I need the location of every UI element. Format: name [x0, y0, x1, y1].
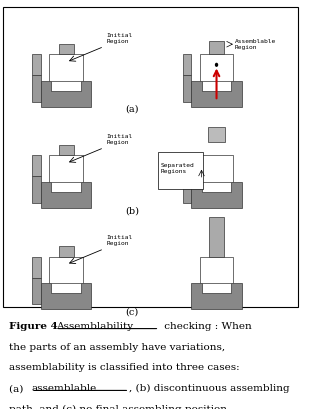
Text: (a): (a): [9, 384, 27, 393]
Polygon shape: [191, 81, 242, 107]
Bar: [59, 246, 74, 257]
Text: (b): (b): [125, 206, 139, 215]
Circle shape: [215, 63, 218, 67]
FancyBboxPatch shape: [158, 152, 203, 189]
Bar: [49, 257, 83, 283]
Text: Initial
Region: Initial Region: [106, 134, 132, 145]
Text: (a): (a): [125, 105, 139, 114]
Text: Assemblable
Region: Assemblable Region: [235, 39, 276, 50]
Polygon shape: [32, 176, 41, 203]
Bar: [3, 7, 298, 307]
Text: Figure 4: Figure 4: [9, 322, 58, 331]
Bar: [209, 217, 224, 257]
Polygon shape: [41, 283, 92, 309]
Bar: [200, 54, 233, 81]
Text: checking : When: checking : When: [161, 322, 252, 331]
Polygon shape: [32, 155, 41, 176]
Text: assemblability is classified into three cases:: assemblability is classified into three …: [9, 364, 240, 373]
Text: assemblable: assemblable: [32, 384, 97, 393]
Polygon shape: [41, 182, 92, 208]
Polygon shape: [32, 278, 41, 304]
Text: Initial
Region: Initial Region: [106, 33, 132, 44]
Polygon shape: [32, 75, 41, 101]
Bar: [49, 155, 83, 182]
Polygon shape: [183, 54, 191, 75]
Polygon shape: [191, 283, 242, 309]
Polygon shape: [183, 75, 191, 101]
Text: path, and (c) no final assembling position.: path, and (c) no final assembling positi…: [9, 405, 230, 409]
Text: the parts of an assembly have variations,: the parts of an assembly have variations…: [9, 343, 225, 352]
Bar: [49, 54, 83, 81]
Polygon shape: [41, 81, 92, 107]
Bar: [200, 155, 233, 182]
Bar: [200, 257, 233, 283]
Text: Initial
Region: Initial Region: [106, 235, 132, 246]
Text: , (b) discontinuous assembling: , (b) discontinuous assembling: [129, 384, 290, 393]
Text: (c): (c): [126, 307, 139, 316]
Bar: [59, 44, 74, 54]
Polygon shape: [183, 155, 191, 176]
Text: Assemblability: Assemblability: [56, 322, 133, 331]
Bar: [209, 41, 224, 54]
Polygon shape: [191, 182, 242, 208]
Text: Separated
Regions: Separated Regions: [161, 163, 195, 174]
Polygon shape: [32, 54, 41, 75]
Polygon shape: [32, 257, 41, 278]
Bar: [208, 127, 225, 142]
Polygon shape: [183, 176, 191, 203]
Bar: [59, 145, 74, 155]
